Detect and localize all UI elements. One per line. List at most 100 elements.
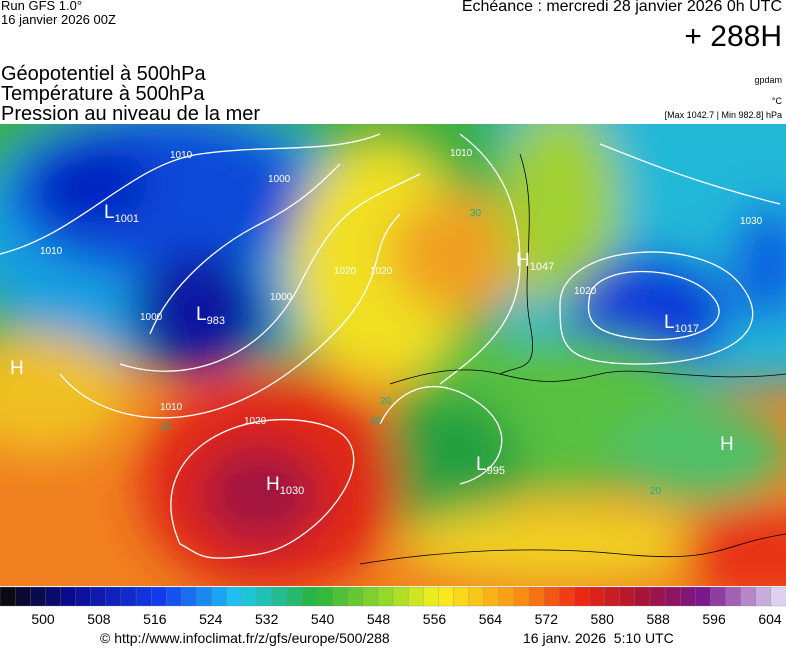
scale-cell <box>226 586 243 607</box>
scale-cell <box>120 586 137 607</box>
scale-label: 540 <box>311 611 335 627</box>
scale-cell <box>664 586 681 607</box>
unit: °C <box>771 96 782 106</box>
contour-label: 1000 <box>270 292 293 303</box>
center-value: 1001 <box>115 213 139 225</box>
scale-cell <box>196 586 213 607</box>
pressure-range: [Max 1042.7 | Min 982.8] hPa <box>664 110 782 120</box>
contour-label: 1020 <box>574 286 597 297</box>
scale-cell <box>60 586 77 607</box>
scale-cell <box>438 586 455 607</box>
contour-label: 20 <box>160 422 172 433</box>
scale-cell <box>332 586 349 607</box>
center-value: 1047 <box>530 261 554 273</box>
scale-cell <box>14 586 31 607</box>
scale-cell <box>45 586 62 607</box>
scale-label: 588 <box>646 611 670 627</box>
pressure-center: H1030 <box>266 474 304 497</box>
scale-cell <box>347 586 364 607</box>
contour-label: 1020 <box>334 266 357 277</box>
scale-cell <box>619 586 636 607</box>
scale-cell <box>90 586 107 607</box>
contour-label: 30 <box>370 416 382 427</box>
pressure-center: L1001 <box>104 202 139 225</box>
unit: gpdam <box>754 75 782 85</box>
scale-cell <box>211 586 228 607</box>
scale-cell <box>317 586 334 607</box>
scale-label: 564 <box>479 611 503 627</box>
scale-cell <box>649 586 666 607</box>
field-title: Pression au niveau de la mer <box>1 103 261 125</box>
contour-label: 1000 <box>140 312 163 323</box>
scale-cell <box>559 586 576 607</box>
center-value: 983 <box>207 315 225 327</box>
scale-cell <box>770 586 786 607</box>
scale-cell <box>271 586 288 607</box>
center-type: L <box>196 304 207 325</box>
contour-label: 1020 <box>244 416 267 427</box>
contour-label: 20 <box>380 396 392 407</box>
scale-cell <box>135 586 152 607</box>
pressure-center: H1047 <box>516 250 554 273</box>
scale-label: 572 <box>535 611 559 627</box>
center-type: H <box>720 434 734 455</box>
field-title: Température à 500hPa <box>1 83 205 105</box>
contour-label: 1010 <box>40 246 63 257</box>
pressure-center: H <box>10 358 24 379</box>
map: 500 508 516 524 532 540 548 556 564 572 580 588 596 6… <box>0 124 786 627</box>
scale-label: 516 <box>143 611 167 627</box>
center-value: 1030 <box>280 485 304 497</box>
contour-label: 1010 <box>170 150 193 161</box>
center-type: H <box>10 358 24 379</box>
scale-cell <box>151 586 167 607</box>
field <box>0 124 786 586</box>
scale-cell <box>181 586 198 607</box>
generated-time: 16 janv. 2026 5:10 UTC <box>523 630 674 646</box>
center-value: 995 <box>487 465 505 477</box>
pressure-center: H <box>720 434 734 455</box>
scale-cell <box>695 586 712 607</box>
field-title: Géopotentiel à 500hPa <box>1 63 206 85</box>
source: © http://www.infoclimat.fr/z/gfs/europe/… <box>100 630 390 646</box>
scale-cell <box>256 586 273 607</box>
center-type: L <box>476 454 487 475</box>
contour-label: 1000 <box>268 174 291 185</box>
scale-cell <box>710 586 727 607</box>
center-type: L <box>104 202 115 223</box>
scale-cell <box>574 586 591 607</box>
pressure-center: L995 <box>476 454 505 477</box>
contour-label: 1030 <box>740 216 763 227</box>
scale-cell <box>680 586 696 607</box>
scale-cell <box>528 586 545 607</box>
pressure-center: L1017 <box>664 312 699 335</box>
scale-cell <box>589 586 606 607</box>
scale-cell <box>453 586 470 607</box>
scale-cell <box>423 586 439 607</box>
valid-time: Echéance : mercredi 28 janvier 2026 0h U… <box>461 0 782 15</box>
scale-cell <box>725 586 742 607</box>
lead-time: + 288H <box>684 20 782 53</box>
scale-cell <box>407 586 424 607</box>
scale-cell <box>105 586 122 607</box>
center-type: L <box>664 312 675 333</box>
scale-cell <box>241 586 258 607</box>
scale-label: 548 <box>367 611 391 627</box>
center-type: H <box>266 474 280 495</box>
scale-label: 532 <box>255 611 279 627</box>
contour-label: 30 <box>470 208 482 219</box>
scale-cell <box>392 586 409 607</box>
scale-label: 524 <box>199 611 223 627</box>
scale-cell <box>498 586 515 607</box>
scale-cell <box>377 586 394 607</box>
contour-label: 1010 <box>450 148 473 159</box>
scale-cell <box>604 586 621 607</box>
scale-cell <box>740 586 757 607</box>
scale-label: 596 <box>702 611 726 627</box>
contour-label: 1020 <box>370 266 393 277</box>
color-scale: 500 508 516 524 532 540 548 556 564 572 580 588 596 6… <box>0 586 786 627</box>
pressure-center: L983 <box>196 304 225 327</box>
center-type: H <box>516 250 530 271</box>
scale-label: 604 <box>758 611 782 627</box>
scale-cell <box>468 586 485 607</box>
